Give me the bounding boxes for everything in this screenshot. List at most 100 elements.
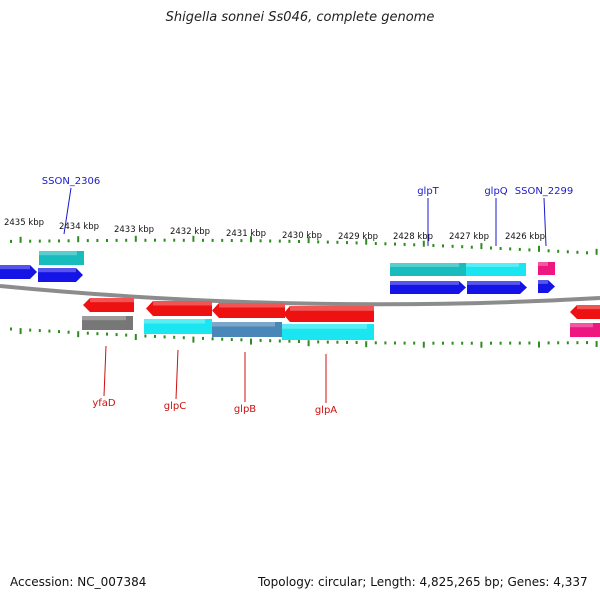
cds-arrow-reverse bbox=[146, 301, 212, 316]
cog-block-teal bbox=[39, 251, 84, 265]
gene-label-glpq: glpQ bbox=[484, 186, 507, 197]
tick-mark-top bbox=[202, 238, 204, 242]
tick-mark-bottom bbox=[96, 332, 99, 336]
tick-mark-top bbox=[518, 247, 521, 251]
tick-mark-bottom bbox=[144, 334, 147, 338]
tick-mark-bottom bbox=[115, 333, 118, 337]
tick-mark-top bbox=[509, 247, 512, 251]
tick-mark-bottom bbox=[403, 341, 406, 345]
cds-arrow-forward bbox=[390, 281, 466, 294]
tick-mark-bottom bbox=[346, 340, 348, 344]
kbp-labels: 2435 kbp 2434 kbp 2433 kbp 2432 kbp 2431 kbp… bbox=[4, 218, 545, 242]
cds-arrow-reverse bbox=[283, 306, 374, 322]
tick-mark-bottom bbox=[413, 341, 416, 345]
gene-label-sson-2306: SSON_2306 bbox=[42, 176, 101, 187]
tick-mark-bottom bbox=[250, 338, 252, 345]
tick-mark-top bbox=[154, 238, 156, 242]
tick-mark-bottom bbox=[490, 341, 492, 345]
feature-blocks bbox=[0, 251, 600, 340]
kbp-label: 2430 kbp bbox=[282, 231, 322, 241]
cog-block-gray bbox=[82, 316, 133, 330]
tick-mark-top bbox=[230, 239, 233, 242]
tick-mark-top bbox=[29, 239, 32, 243]
tick-mark-bottom bbox=[374, 341, 377, 345]
tick-mark-top bbox=[173, 238, 176, 242]
tick-mark-bottom bbox=[86, 331, 89, 335]
label-leader-line bbox=[63, 187, 72, 235]
tick-mark-top bbox=[38, 239, 41, 243]
tick-mark-bottom bbox=[355, 341, 358, 344]
kbp-label: 2435 kbp bbox=[4, 218, 44, 228]
tick-mark-bottom bbox=[365, 341, 368, 348]
tick-mark-top bbox=[125, 238, 128, 242]
kbp-label: 2433 kbp bbox=[114, 225, 154, 235]
tick-mark-bottom bbox=[470, 341, 473, 345]
tick-mark-bottom bbox=[298, 340, 300, 343]
tick-mark-top bbox=[470, 245, 473, 249]
tick-mark-top bbox=[480, 243, 483, 250]
cds-arrow-forward bbox=[0, 265, 37, 279]
kbp-label: 2429 kbp bbox=[338, 232, 378, 242]
gene-label-sson-2299: SSON_2299 bbox=[515, 186, 574, 197]
tick-mark-top bbox=[442, 244, 444, 248]
tick-mark-bottom bbox=[509, 341, 512, 345]
tick-mark-bottom bbox=[221, 337, 224, 341]
tick-mark-top bbox=[413, 243, 416, 247]
tick-mark-top bbox=[163, 238, 166, 242]
tick-mark-bottom bbox=[499, 341, 502, 345]
tick-mark-bottom bbox=[442, 341, 444, 345]
tick-mark-top bbox=[240, 239, 243, 243]
tick-mark-top bbox=[86, 239, 89, 243]
tick-mark-top bbox=[538, 245, 540, 252]
tick-mark-bottom bbox=[326, 340, 329, 344]
tick-mark-bottom bbox=[317, 340, 320, 344]
tick-mark-bottom bbox=[38, 329, 41, 333]
tick-mark-bottom bbox=[106, 332, 108, 336]
tick-mark-top bbox=[432, 244, 435, 247]
tick-mark-bottom bbox=[422, 341, 425, 348]
tick-mark-top bbox=[115, 238, 118, 242]
cog-block-cyan bbox=[144, 319, 212, 334]
kbp-label: 2434 kbp bbox=[59, 222, 99, 232]
accession-text: Accession: NC_007384 bbox=[10, 575, 147, 589]
tick-mark-bottom bbox=[461, 341, 464, 345]
tick-mark-bottom bbox=[48, 329, 51, 333]
tick-mark-bottom bbox=[566, 341, 569, 345]
tick-mark-top bbox=[19, 236, 22, 243]
tick-mark-top bbox=[422, 240, 425, 247]
genome-backbone bbox=[0, 284, 600, 307]
tick-mark-bottom bbox=[528, 341, 531, 345]
tick-mark-top bbox=[374, 242, 377, 245]
tick-mark-top bbox=[461, 245, 464, 249]
label-leaders bbox=[63, 187, 547, 403]
tick-mark-bottom bbox=[480, 341, 483, 348]
tick-mark-top bbox=[499, 247, 502, 250]
gene-label-yfad: yfaD bbox=[92, 398, 116, 409]
kbp-label: 2426 kbp bbox=[505, 232, 545, 242]
label-leader-line bbox=[175, 349, 179, 400]
tick-mark-bottom bbox=[134, 334, 137, 340]
tick-mark-bottom bbox=[125, 333, 128, 337]
tick-mark-top bbox=[96, 239, 99, 242]
tick-mark-bottom bbox=[58, 330, 60, 334]
tick-mark-top bbox=[451, 244, 454, 248]
tick-mark-bottom bbox=[384, 341, 387, 345]
cds-arrow-forward bbox=[538, 280, 555, 293]
tick-mark-bottom bbox=[278, 339, 281, 343]
gene-label-glpt: glpT bbox=[417, 186, 439, 197]
tick-mark-top bbox=[259, 239, 262, 243]
tick-mark-bottom bbox=[211, 337, 214, 341]
tick-mark-top bbox=[182, 238, 185, 242]
tick-mark-top bbox=[547, 249, 550, 253]
tick-mark-bottom bbox=[576, 341, 579, 345]
kbp-label: 2431 kbp bbox=[226, 229, 266, 239]
tick-mark-top bbox=[317, 240, 320, 244]
gene-labels-bottom: yfaD glpC glpB glpA bbox=[92, 398, 337, 416]
gene-label-glpa: glpA bbox=[315, 405, 337, 416]
tick-mark-top bbox=[336, 240, 339, 244]
tick-mark-top bbox=[557, 249, 560, 253]
tick-mark-bottom bbox=[19, 328, 22, 335]
tick-mark-bottom bbox=[173, 335, 176, 339]
kbp-label: 2428 kbp bbox=[393, 232, 433, 242]
